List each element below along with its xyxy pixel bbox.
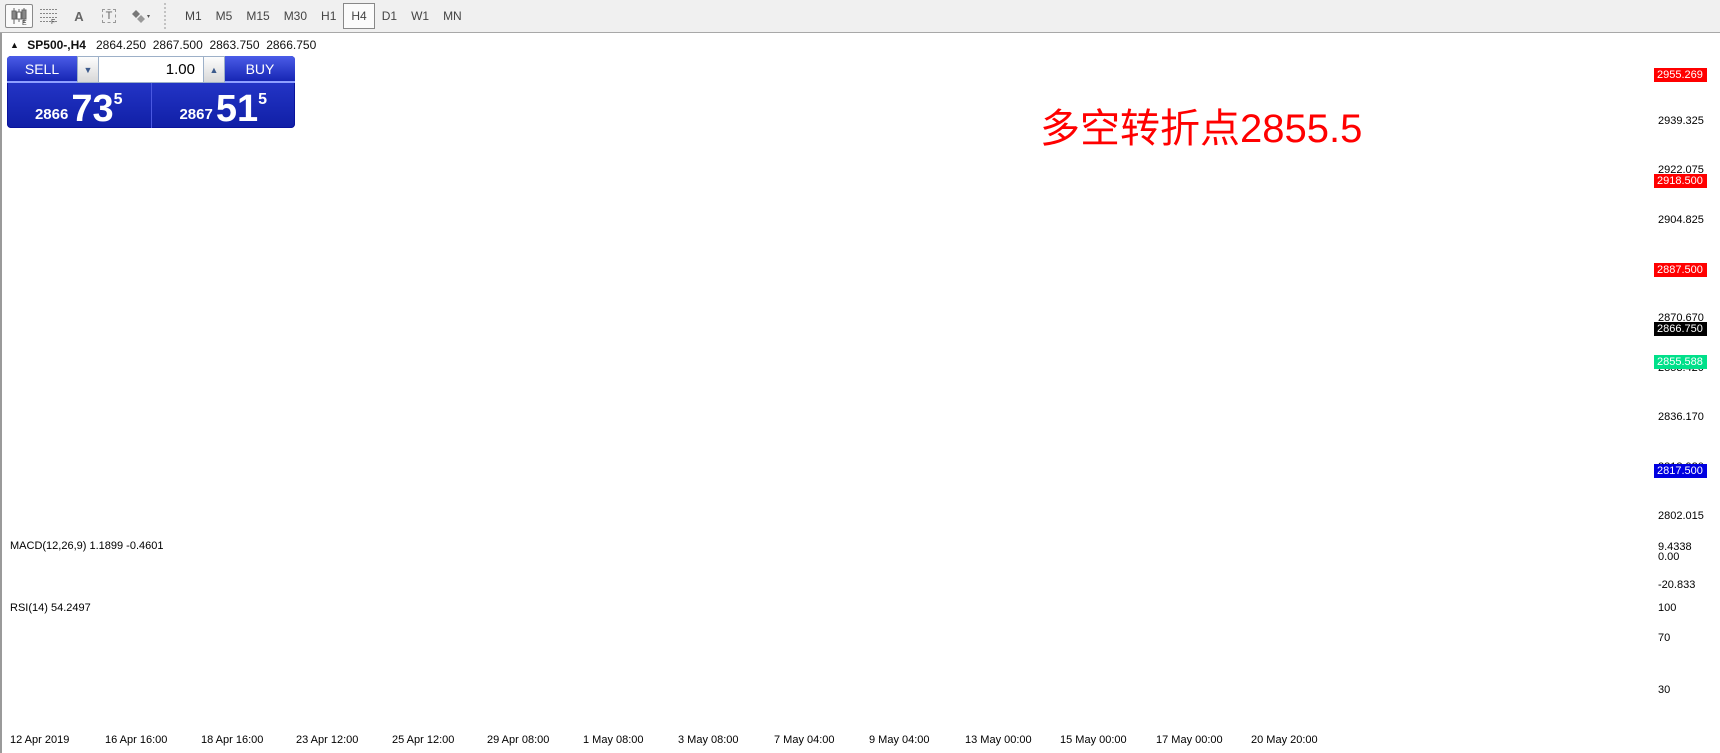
time-axis-label: 13 May 00:00 [965, 734, 1032, 746]
price-axis-label: 2802.015 [1658, 509, 1704, 522]
sell-button[interactable]: SELL [7, 56, 77, 83]
timeframe-m5-button[interactable]: M5 [215, 9, 233, 23]
bid-handle: 2866 [34, 106, 69, 123]
chart-symbols-icon: E [11, 8, 27, 25]
annotation-text: 多空转折点2855.5 [1040, 107, 1363, 151]
grid-button[interactable]: F [35, 4, 63, 28]
symbol-triangle-icon: ▲ [10, 40, 19, 50]
toolbar: E F A T M1 M5 M15 M30 H1 H4 D1 W1 MN [0, 0, 1720, 33]
annotate-icon: A [74, 8, 84, 24]
symbol-period-label: SP500-,H4 [27, 38, 86, 52]
ask-pips: 51 [215, 87, 259, 130]
macd-indicator-label: MACD(12,26,9) 1.1899 -0.4601 [10, 540, 164, 552]
annotate-button[interactable]: A [65, 4, 93, 28]
price-axis-label: 2870.670 [1658, 312, 1704, 325]
svg-text:F: F [51, 19, 55, 25]
price-axis-highlight: 2887.500 [1654, 262, 1707, 277]
rsi-axis-label: 30 [1658, 684, 1671, 696]
ohlc-open: 2864.250 [95, 38, 147, 52]
price-axis-highlight: 2955.269 [1654, 68, 1707, 82]
time-axis-label: 3 May 08:00 [678, 734, 739, 746]
one-click-trading-panel: SELL ▼ 1.00 ▲ BUY 2866 73 5 2867 51 5 [7, 56, 295, 128]
svg-text:E: E [22, 20, 27, 25]
bid-point: 5 [113, 91, 123, 108]
time-axis-label: 9 May 04:00 [869, 734, 930, 746]
macd-axis-label: 0.00 [1658, 551, 1680, 563]
timeframe-m30-button[interactable]: M30 [283, 9, 308, 23]
volume-decrease-button[interactable]: ▼ [77, 56, 99, 83]
ohlc-close: 2866.750 [266, 38, 317, 52]
ask-handle: 2867 [179, 106, 213, 123]
rsi-axis-label: 100 [1658, 602, 1677, 614]
time-axis-label: 7 May 04:00 [774, 734, 835, 746]
time-axis-label: 18 Apr 16:00 [201, 734, 264, 746]
ask-quote[interactable]: 2867 51 5 [152, 83, 296, 128]
macd-axis-label: 9.4338 [1658, 541, 1692, 553]
timeframe-h1-button[interactable]: H1 [321, 9, 337, 23]
shapes-dropdown-button[interactable] [125, 4, 157, 28]
rsi-indicator-label: RSI(14) 54.2497 [10, 602, 91, 614]
time-axis-label: 16 Apr 16:00 [105, 734, 168, 746]
time-axis-label: 15 May 00:00 [1060, 734, 1127, 746]
timeframe-h4-button[interactable]: H4 [343, 3, 375, 29]
time-axis-label: 29 Apr 08:00 [487, 734, 550, 746]
volume-increase-button[interactable]: ▲ [203, 56, 225, 83]
timeframe-w1-button[interactable]: W1 [411, 9, 430, 23]
text-label-button[interactable]: T [95, 4, 123, 28]
toolbar-separator [164, 3, 172, 29]
shapes-dropdown-icon [132, 10, 150, 23]
ohlc-low: 2863.750 [209, 38, 260, 52]
time-axis-label: 20 May 20:00 [1251, 734, 1318, 746]
price-axis-label: 2922.075 [1658, 164, 1704, 177]
time-axis-label: 17 May 00:00 [1156, 734, 1223, 746]
price-axis-label: 2904.825 [1658, 213, 1704, 226]
macd-axis-label: -20.833 [1658, 579, 1696, 591]
grid-icon: F [40, 9, 57, 25]
price-axis-highlight: 2866.750 [1654, 322, 1707, 337]
bid-pips: 73 [71, 87, 114, 130]
ask-point: 5 [258, 91, 268, 108]
timeframe-m1-button[interactable]: M1 [185, 9, 202, 23]
rsi-axis-label: 70 [1658, 632, 1671, 644]
time-axis-label: 1 May 08:00 [583, 734, 644, 746]
time-axis-label: 25 Apr 12:00 [392, 734, 455, 746]
chart-symbols-button[interactable]: E [5, 4, 33, 28]
buy-button[interactable]: BUY [225, 56, 295, 83]
chart-title: ▲ SP500-,H4 2864.250 2867.500 2863.750 2… [10, 38, 316, 52]
timeframe-mn-button[interactable]: MN [443, 9, 462, 23]
price-axis-label: 2939.325 [1658, 114, 1704, 127]
bid-quote[interactable]: 2866 73 5 [7, 83, 152, 128]
time-axis-label: 23 Apr 12:00 [296, 734, 359, 746]
time-axis-label: 12 Apr 2019 [10, 734, 70, 746]
price-axis-highlight: 2918.500 [1654, 173, 1707, 188]
timeframe-d1-button[interactable]: D1 [381, 9, 398, 23]
text-label-icon: T [101, 9, 117, 23]
price-axis-highlight: 2855.588 [1654, 354, 1707, 369]
price-axis-highlight: 2817.500 [1654, 464, 1707, 478]
timeframe-m15-button[interactable]: M15 [246, 9, 270, 23]
ohlc-high: 2867.500 [152, 38, 203, 52]
chart-panel [0, 33, 1720, 753]
price-axis-label: 2836.170 [1658, 411, 1704, 424]
volume-input[interactable]: 1.00 [99, 56, 203, 83]
